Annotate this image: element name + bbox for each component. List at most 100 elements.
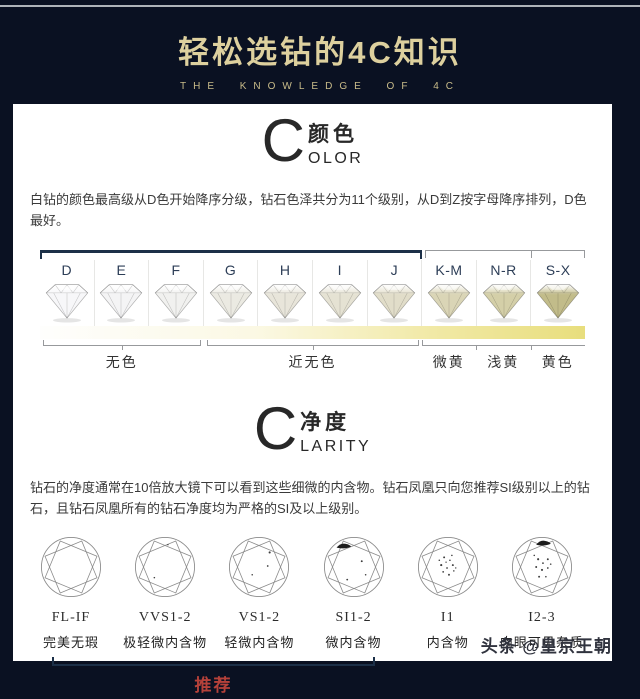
clarity-title-en: LARITY: [300, 437, 372, 455]
bracket-colorless-range: [40, 249, 422, 259]
color-grade-N-R: N-R: [477, 259, 532, 326]
clarity-grade-SI1-2: SI1-2 微内含物: [310, 536, 398, 651]
color-section: C 颜色 OLOR 白钻的颜色最高级从D色开始降序分级，钻石色泽共分为11个级别…: [13, 107, 612, 372]
clarity-grade-label: 微内含物: [325, 634, 382, 650]
bracket-tinted-divider: [531, 249, 533, 258]
color-group-labels: 无色 近无色 微黄 浅黄 黄色: [40, 339, 585, 372]
clarity-diagram-icon: [135, 536, 196, 597]
color-title-cn: 颜色: [308, 123, 358, 146]
color-grade-D: D: [40, 259, 95, 326]
diamond-image: [258, 281, 312, 324]
clarity-grade-label: 完美无瑕: [42, 634, 99, 650]
color-grade-G: G: [204, 259, 259, 326]
banner-top-line: [0, 5, 640, 7]
color-grade-letter: J: [390, 261, 399, 278]
clarity-grade-VVS1-2: VVS1-2 极轻微内含物: [121, 536, 209, 651]
group-tick: [121, 344, 123, 350]
content-panel: C 颜色 OLOR 白钻的颜色最高级从D色开始降序分级，钻石色泽共分为11个级别…: [13, 104, 612, 695]
color-grade-letter: H: [279, 261, 291, 278]
diamond-icon: [263, 284, 307, 323]
diamond-image: [531, 281, 585, 324]
clarity-diagram: [121, 536, 209, 603]
diamond-image: [477, 281, 531, 324]
bracket-tinted-range: [424, 249, 585, 259]
clarity-diagram-icon: [417, 536, 478, 597]
diamond-image: [422, 281, 476, 324]
clarity-grade-code: I1: [440, 609, 455, 625]
color-grade-letter: I: [337, 261, 342, 278]
color-grade-S-X: S-X: [531, 260, 585, 326]
diamond-image: [204, 281, 258, 324]
clarity-diagram: [215, 536, 303, 603]
page-subtitle: THE KNOWLEDGE OF 4C: [179, 81, 460, 92]
clarity-section-heading: C 净度 LARITY: [13, 398, 612, 458]
clarity-diagram-icon: [229, 536, 290, 597]
recommend-line: [52, 656, 375, 666]
clarity-grade-FL-IF: FL-IF 完美无瑕: [27, 536, 115, 651]
color-grade-K-M: K-M: [422, 259, 477, 326]
clarity-grade-row: FL-IF 完美无瑕 VVS1-2 极轻微内含物 VS1-2 轻微内含物 SI1-2 微内含物…: [13, 536, 612, 651]
color-grade-letter: K-M: [435, 261, 463, 278]
group-tick: [312, 344, 314, 350]
diamond-icon: [482, 284, 525, 323]
group-tick: [43, 339, 44, 345]
clarity-heading-text: 净度 LARITY: [300, 404, 371, 457]
recommend-bracket: 推荐: [13, 655, 612, 699]
clarity-description: 钻石的净度通常在10倍放大镜下可以看到这些细微的内含物。钻石凤凰只向您推荐SI级…: [30, 479, 590, 517]
color-grade-E: E: [95, 259, 150, 326]
diamond-icon: [154, 284, 198, 323]
color-group-label: 近无色: [288, 355, 337, 371]
diamond-image: [149, 281, 203, 324]
color-group-label: 浅黄: [487, 355, 520, 371]
clarity-grade-VS1-2: VS1-2 轻微内含物: [215, 536, 303, 651]
recommend-label: 推荐: [194, 675, 233, 695]
color-heading-text: 颜色 OLOR: [308, 116, 363, 169]
color-title-en: OLOR: [308, 150, 364, 167]
clarity-grade-label: 内含物: [426, 634, 469, 650]
color-group-5: 黄色: [530, 340, 585, 372]
color-group-1: 无色: [40, 339, 204, 372]
clarity-title-cn: 净度: [300, 410, 351, 434]
diamond-icon: [427, 284, 471, 323]
group-tick: [476, 344, 477, 350]
clarity-grade-label: 极轻微内含物: [123, 634, 208, 650]
color-grade-letter: F: [171, 261, 181, 278]
color-group-label: 无色: [105, 355, 138, 371]
group-tick: [530, 344, 532, 350]
clarity-diagram-icon: [511, 536, 572, 597]
clarity-grade-code: I2-3: [528, 609, 556, 625]
color-big-letter: C: [261, 107, 305, 174]
clarity-diagram: [27, 536, 115, 603]
diamond-icon: [536, 284, 580, 323]
color-group-label: 微黄: [432, 355, 465, 371]
title-banner: 轻松选钻的4C知识 THE KNOWLEDGE OF 4C: [0, 0, 640, 104]
clarity-grade-I1: I1 内含物: [404, 536, 492, 651]
watermark: 头条 @皇京王朝: [480, 637, 612, 656]
page-title: 轻松选钻的4C知识: [178, 35, 462, 70]
diamond-icon: [373, 284, 416, 323]
color-grade-I: I: [313, 259, 368, 326]
color-description: 白钻的颜色最高级从D色开始降序分级，钻石色泽共分为11个级别，从D到Z按字母降序…: [30, 192, 587, 229]
diamond-image: [368, 281, 422, 324]
color-grade-J: J: [368, 259, 423, 326]
color-scale-brackets: [40, 249, 585, 259]
color-group-2: 近无色: [204, 339, 422, 372]
clarity-diagram: [498, 536, 586, 603]
color-scale: D E F G H I J K-M N-R S-X 无色 近无色 微黄 浅黄 黄色: [40, 249, 585, 372]
group-line: [476, 344, 531, 346]
color-grade-row: D E F G H I J K-M N-R S-X: [40, 259, 585, 326]
clarity-diagram-icon: [323, 536, 384, 597]
color-grade-letter: E: [116, 261, 127, 278]
diamond-icon: [318, 284, 361, 323]
group-tick: [417, 339, 419, 345]
diamond-image: [40, 281, 94, 324]
group-line: [421, 344, 476, 346]
clarity-section: C 净度 LARITY 钻石的净度通常在10倍放大镜下可以看到这些细微的内含物。…: [13, 398, 612, 699]
color-grade-H: H: [258, 259, 313, 326]
color-grade-letter: D: [61, 261, 73, 278]
clarity-grade-code: VS1-2: [238, 609, 281, 625]
diamond-image: [95, 281, 149, 324]
color-section-heading: C 颜色 OLOR: [13, 107, 612, 174]
color-gradient-bar: [40, 325, 585, 339]
color-group-3: 微黄: [421, 339, 476, 372]
